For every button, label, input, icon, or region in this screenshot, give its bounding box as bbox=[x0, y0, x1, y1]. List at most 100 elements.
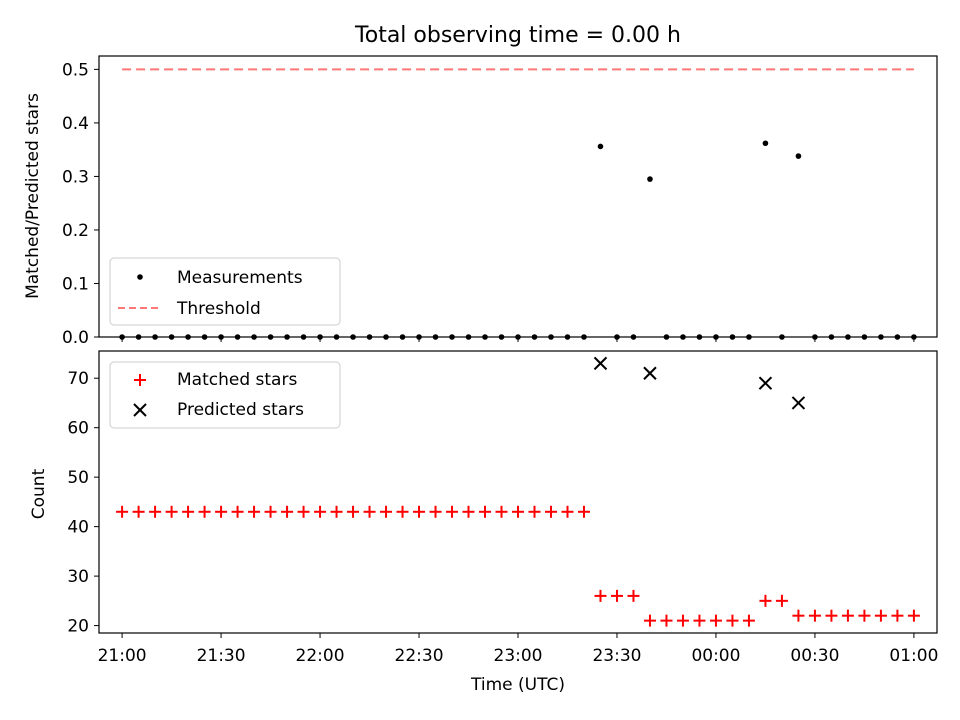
bottom-y-tick-label: 50 bbox=[67, 468, 89, 488]
matched-star-point bbox=[775, 594, 788, 607]
matched-star-point bbox=[479, 505, 492, 518]
matched-star-point bbox=[132, 505, 145, 518]
top-axis-ticks: 0.0 0.1 0.2 0.3 0.4 0.5 bbox=[62, 60, 915, 348]
measurement-point bbox=[597, 143, 604, 150]
top-y-tick-label: 0.4 bbox=[62, 114, 89, 134]
chart-title: Total observing time = 0.00 h bbox=[354, 23, 681, 48]
matched-star-point bbox=[380, 505, 393, 518]
legend-measurements-marker bbox=[137, 274, 143, 280]
legend-matched-marker bbox=[134, 374, 146, 386]
matched-star-point bbox=[792, 609, 805, 622]
matched-star-point bbox=[907, 609, 920, 622]
matched-star-point bbox=[742, 614, 755, 627]
matched-star-point bbox=[413, 505, 426, 518]
top-y-tick-label: 0.1 bbox=[62, 274, 89, 294]
matched-star-point bbox=[643, 614, 656, 627]
matched-star-point bbox=[215, 505, 228, 518]
x-tick-label: 23:00 bbox=[494, 646, 543, 666]
matched-star-point bbox=[231, 505, 244, 518]
measurement-point bbox=[647, 176, 653, 182]
x-tick-label: 21:30 bbox=[197, 646, 246, 666]
matched-star-point bbox=[429, 505, 442, 518]
matched-star-point bbox=[198, 505, 211, 518]
matched-star-point bbox=[594, 589, 607, 602]
matched-star-point bbox=[165, 505, 178, 518]
bottom-axis-ticks: 21:00 21:30 22:00 22:30 23:00 23:30 00:00 00:30… bbox=[67, 369, 938, 666]
matched-star-point bbox=[577, 505, 590, 518]
bottom-y-tick-label: 70 bbox=[67, 369, 89, 389]
top-legend: Measurements Threshold bbox=[109, 257, 341, 326]
legend-threshold-label: Threshold bbox=[176, 299, 261, 319]
matched-star-point bbox=[610, 589, 623, 602]
bottom-axes-frame bbox=[98, 350, 938, 634]
matched-star-point bbox=[363, 505, 376, 518]
x-tick-label: 22:30 bbox=[395, 646, 444, 666]
matched-star-point bbox=[396, 505, 409, 518]
matched-star-point bbox=[544, 505, 557, 518]
bottom-y-axis-label: Count bbox=[29, 468, 49, 519]
matched-star-point bbox=[528, 505, 541, 518]
top-y-tick-label: 0.5 bbox=[62, 60, 89, 80]
bottom-y-tick-label: 40 bbox=[67, 518, 89, 538]
matched-star-point bbox=[495, 505, 508, 518]
matched-star-point bbox=[462, 505, 475, 518]
predicted-star-point bbox=[791, 396, 806, 410]
matched-star-point bbox=[281, 505, 294, 518]
x-tick-label: 00:30 bbox=[790, 646, 839, 666]
top-legend-box bbox=[109, 257, 341, 326]
bottom-legend: Matched stars Predicted stars bbox=[109, 361, 341, 429]
matched-star-point bbox=[759, 594, 772, 607]
matched-star-point bbox=[314, 505, 327, 518]
matched-star-point bbox=[858, 609, 871, 622]
matched-star-point bbox=[248, 505, 261, 518]
legend-predicted-marker bbox=[133, 403, 147, 417]
matched-star-point bbox=[347, 505, 360, 518]
matched-star-point bbox=[512, 505, 524, 518]
legend-matched-label: Matched stars bbox=[177, 370, 297, 390]
top-y-tick-label: 0.2 bbox=[62, 221, 89, 241]
bottom-x-axis-label: Time (UTC) bbox=[470, 675, 565, 695]
matched-star-point bbox=[874, 609, 887, 622]
legend-measurements-label: Measurements bbox=[177, 268, 303, 288]
x-tick-label: 22:00 bbox=[296, 646, 345, 666]
bottom-y-tick-label: 20 bbox=[67, 617, 89, 637]
matched-star-point bbox=[627, 589, 640, 602]
matched-star-point bbox=[561, 505, 574, 518]
predicted-star-point bbox=[643, 366, 657, 380]
bottom-plot-area bbox=[116, 356, 920, 627]
top-y-tick-label: 0.3 bbox=[62, 167, 89, 187]
matched-star-point bbox=[446, 505, 459, 518]
top-y-axis-label: Matched/Predicted stars bbox=[23, 93, 43, 299]
top-axes-frame bbox=[98, 55, 938, 338]
matched-star-point bbox=[726, 614, 739, 627]
bottom-y-tick-label: 60 bbox=[67, 419, 89, 439]
matched-star-point bbox=[676, 614, 689, 627]
matched-star-point bbox=[660, 614, 673, 627]
measurement-point bbox=[795, 153, 802, 159]
matched-star-point bbox=[297, 505, 310, 518]
matched-star-point bbox=[841, 609, 854, 622]
x-tick-label: 01:00 bbox=[889, 646, 938, 666]
matched-star-point bbox=[891, 609, 904, 622]
x-tick-label: 23:30 bbox=[592, 646, 641, 666]
predicted-star-point bbox=[758, 376, 773, 390]
legend-predicted-label: Predicted stars bbox=[177, 400, 304, 420]
matched-star-point bbox=[693, 614, 706, 627]
matched-star-point bbox=[825, 609, 838, 622]
matched-star-point bbox=[709, 614, 722, 627]
x-tick-label: 21:00 bbox=[98, 646, 147, 666]
matched-star-point bbox=[808, 609, 821, 622]
top-y-tick-label: 0.0 bbox=[62, 328, 89, 348]
predicted-star-point bbox=[593, 356, 608, 371]
bottom-legend-box bbox=[109, 361, 341, 429]
matched-star-point bbox=[182, 505, 195, 518]
matched-star-point bbox=[149, 505, 162, 518]
bottom-y-tick-label: 30 bbox=[67, 567, 89, 587]
x-tick-label: 00:00 bbox=[691, 646, 740, 666]
matched-star-point bbox=[264, 505, 277, 518]
measurement-point bbox=[762, 140, 769, 147]
matched-star-point bbox=[330, 505, 343, 518]
matched-star-point bbox=[116, 505, 129, 518]
